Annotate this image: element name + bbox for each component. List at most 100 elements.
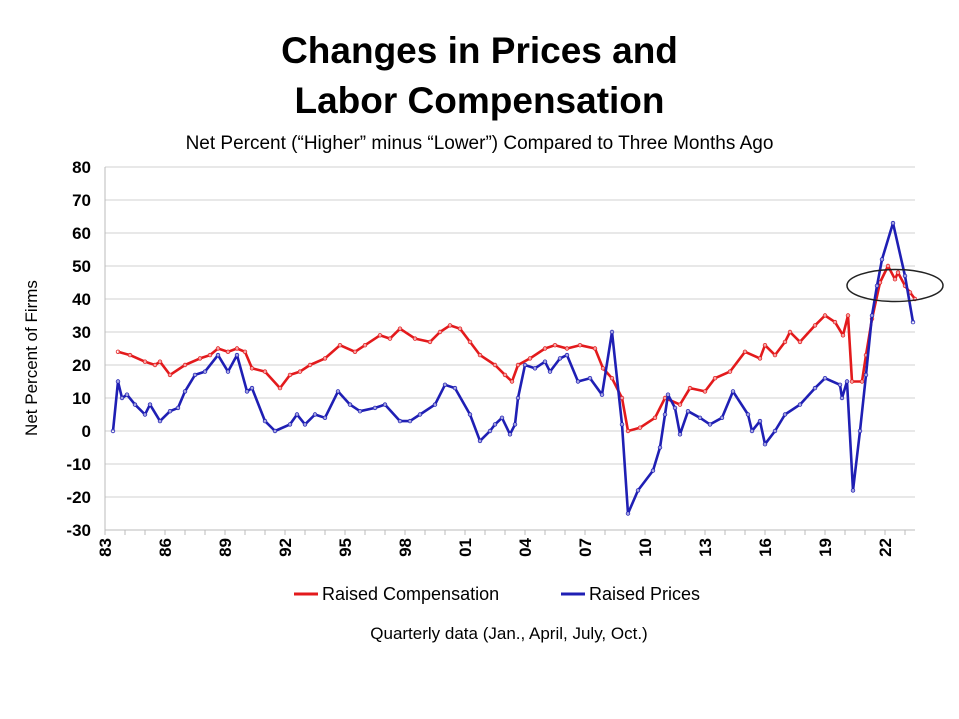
data-point	[782, 339, 788, 345]
data-point	[192, 372, 198, 378]
data-point	[625, 428, 631, 434]
series-line-compensation	[117, 264, 917, 433]
data-point	[509, 379, 515, 384]
data-point	[142, 359, 148, 364]
data-point	[787, 329, 793, 335]
data-point	[890, 220, 896, 226]
y-tick-label: 40	[72, 290, 91, 309]
data-point	[262, 369, 268, 374]
data-point	[762, 343, 768, 348]
data-point	[564, 346, 570, 351]
y-tick-label: 60	[72, 224, 91, 243]
x-axis-label: Quarterly data (Jan., April, July, Oct.)	[370, 624, 647, 643]
y-tick-label: -10	[66, 455, 91, 474]
y-tick-label: 20	[72, 356, 91, 375]
y-tick-label: 70	[72, 191, 91, 210]
data-point	[347, 402, 353, 407]
data-point	[287, 372, 293, 378]
data-point	[234, 346, 240, 351]
data-point	[687, 385, 693, 391]
data-point	[832, 319, 838, 325]
data-point	[182, 362, 188, 368]
data-point	[547, 369, 553, 374]
data-point	[272, 428, 278, 434]
data-point	[132, 402, 138, 407]
data-point	[397, 418, 403, 424]
data-point	[167, 409, 173, 414]
data-point	[592, 346, 598, 351]
data-point	[382, 402, 388, 407]
data-point	[609, 376, 615, 381]
data-point	[863, 372, 869, 378]
data-point	[477, 438, 483, 444]
data-point	[377, 333, 383, 338]
data-point	[242, 349, 248, 354]
data-point	[262, 418, 268, 424]
data-point	[552, 343, 558, 348]
data-point	[110, 428, 116, 434]
data-point	[492, 422, 498, 427]
data-point	[515, 395, 521, 401]
data-point	[845, 313, 851, 318]
data-point	[452, 385, 458, 391]
y-tick-label: 0	[82, 422, 91, 441]
data-point	[797, 339, 803, 345]
data-point	[322, 356, 328, 361]
data-point	[557, 356, 563, 361]
data-point	[115, 349, 121, 354]
data-point	[307, 362, 313, 368]
data-point	[762, 442, 768, 447]
data-point	[244, 389, 250, 394]
chart-title-line2: Labor Compensation	[294, 80, 665, 121]
data-point	[427, 339, 433, 345]
y-axis-label: Net Percent of Firms	[22, 280, 41, 436]
data-point	[685, 409, 691, 414]
data-point	[477, 352, 483, 358]
data-point	[197, 356, 203, 361]
data-point	[502, 372, 508, 378]
data-point	[417, 412, 423, 417]
data-point	[142, 412, 148, 417]
data-point	[719, 415, 725, 420]
data-point	[225, 349, 231, 354]
data-point	[492, 362, 498, 368]
y-tick-label: -20	[66, 488, 91, 507]
data-point	[147, 402, 153, 407]
data-point	[822, 313, 828, 318]
data-point	[657, 445, 663, 450]
data-point	[225, 369, 231, 374]
x-tick-label: 19	[816, 538, 835, 557]
data-point	[277, 385, 283, 391]
data-point	[839, 395, 845, 401]
data-point	[362, 343, 368, 348]
data-point	[677, 432, 683, 437]
x-tick-label: 95	[336, 538, 355, 557]
data-point	[437, 329, 443, 335]
x-tick-label: 10	[636, 538, 655, 557]
data-point	[772, 352, 778, 358]
data-point	[599, 392, 605, 397]
data-point	[702, 389, 708, 394]
data-point	[782, 412, 788, 417]
data-point	[869, 313, 875, 318]
x-tick-label: 16	[756, 538, 775, 557]
data-point	[249, 366, 255, 371]
y-tick-label: 30	[72, 323, 91, 342]
data-point	[727, 369, 733, 374]
y-tick-label: -30	[66, 521, 91, 540]
data-point	[757, 356, 763, 361]
data-point	[515, 362, 521, 368]
series-line-prices	[111, 221, 915, 515]
data-point	[662, 412, 668, 417]
data-point	[175, 405, 181, 411]
data-point	[407, 418, 413, 424]
data-point	[249, 385, 255, 391]
data-point	[387, 336, 393, 341]
data-point	[457, 326, 463, 331]
data-point	[527, 356, 533, 361]
data-point	[157, 359, 163, 364]
data-point	[215, 346, 221, 351]
data-point	[335, 389, 341, 394]
data-point	[215, 352, 221, 358]
